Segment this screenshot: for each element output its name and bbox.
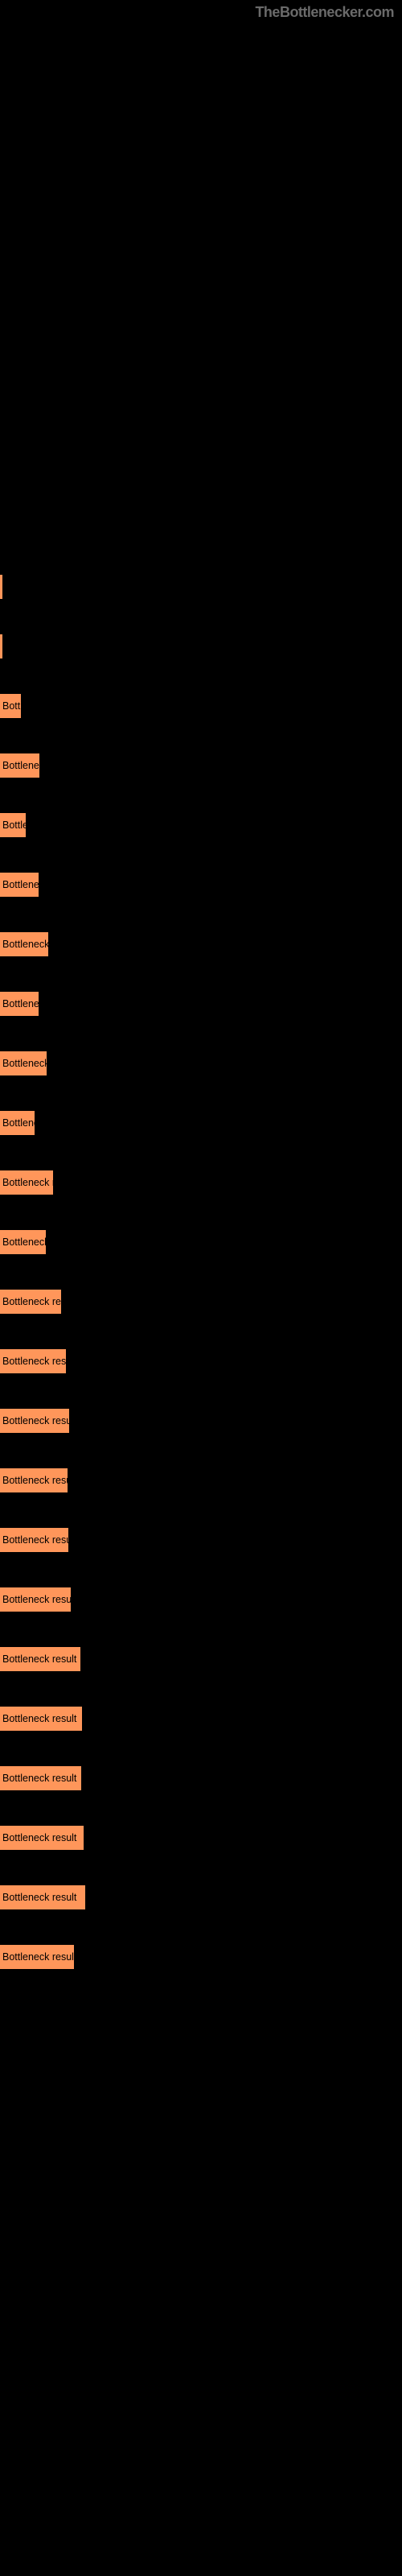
bar-row: Bottleneck result — [0, 1766, 402, 1790]
bar-row: Bottleneck result — [0, 1409, 402, 1433]
bar-row: Bottleneck result — [0, 932, 402, 956]
bar-row: Bottleneck result — [0, 1111, 402, 1135]
bar-label: Bottleneck result — [2, 998, 39, 1009]
bar: Bottleneck result — [0, 1230, 46, 1254]
bar: Bottleneck result — [0, 932, 48, 956]
bar: Bottleneck result — [0, 1528, 68, 1552]
watermark: TheBottlenecker.com — [255, 4, 394, 21]
bar: Bottleneck result — [0, 694, 21, 718]
bar-label: Bottleneck result — [2, 1534, 68, 1546]
bar-label: Bottleneck result — [2, 1951, 74, 1963]
bar: Bottleneck result — [0, 753, 39, 778]
bar-row: Bottleneck result — [0, 813, 402, 837]
bar-row: Bottleneck result — [0, 1647, 402, 1671]
bar-label: Bottleneck result — [2, 939, 48, 950]
bar-row: Bottleneck result — [0, 1051, 402, 1075]
bar-label: Bottleneck result — [2, 1594, 71, 1605]
bar-label: Bottleneck result — [2, 819, 26, 831]
bar-row: Bottleneck result — [0, 1826, 402, 1850]
bar: Bottleneck result — [0, 1468, 68, 1492]
bar: Bottleneck result — [0, 575, 2, 599]
bar-label: Bottleneck result — [2, 1415, 69, 1426]
bar-row: Bottleneck result — [0, 1170, 402, 1195]
bar-label: Bottleneck result — [2, 760, 39, 771]
bar-label: Bottleneck result — [2, 700, 21, 712]
bar-row: Bottleneck result — [0, 1349, 402, 1373]
bar-label: Bottleneck result — [2, 1236, 46, 1248]
bar-label: Bottleneck result — [2, 1296, 61, 1307]
bar: Bottleneck result — [0, 1111, 35, 1135]
bar: Bottleneck result — [0, 1766, 81, 1790]
bar: Bottleneck result — [0, 1349, 66, 1373]
bar-label: Bottleneck result — [2, 1653, 76, 1665]
bar: Bottleneck result — [0, 1707, 82, 1731]
bar: Bottleneck result — [0, 1587, 71, 1612]
bar: Bottleneck result — [0, 634, 2, 658]
bar: Bottleneck result — [0, 1826, 84, 1850]
bar: Bottleneck result — [0, 1290, 61, 1314]
bar-row: Bottleneck result — [0, 1230, 402, 1254]
bar: Bottleneck result — [0, 1051, 47, 1075]
bar-row: Bottleneck result — [0, 1945, 402, 1969]
bar-row: Bottleneck result — [0, 575, 402, 599]
bar-row: Bottleneck result — [0, 1707, 402, 1731]
bar-label: Bottleneck result — [2, 1475, 68, 1486]
bar-chart: Bottleneck result Bottleneck result Bottle… — [0, 575, 402, 2004]
bar-label: Bottleneck result — [2, 1832, 76, 1843]
bar: Bottleneck result — [0, 1409, 69, 1433]
bar: Bottleneck result — [0, 992, 39, 1016]
bar-label: Bottleneck result — [2, 1773, 76, 1784]
bar-label: Bottleneck result — [2, 1892, 76, 1903]
bar: Bottleneck result — [0, 1647, 80, 1671]
bar-row: Bottleneck result — [0, 873, 402, 897]
bar: Bottleneck result — [0, 1885, 85, 1909]
bar-label: Bottleneck result — [2, 1058, 47, 1069]
bar-row: Bottleneck result — [0, 1290, 402, 1314]
bar-row: Bottleneck result — [0, 992, 402, 1016]
bar-row: Bottleneck result — [0, 1587, 402, 1612]
bar: Bottleneck result — [0, 873, 39, 897]
bar-label: Bottleneck result — [2, 879, 39, 890]
bar: Bottleneck result — [0, 1170, 53, 1195]
bar-row: Bottleneck result — [0, 1885, 402, 1909]
bar-label: Bottleneck result — [2, 1177, 53, 1188]
bar-label: Bottleneck result — [2, 1713, 76, 1724]
bar: Bottleneck result — [0, 813, 26, 837]
bar-row: Bottleneck result — [0, 694, 402, 718]
bar-row: Bottleneck result — [0, 634, 402, 658]
bar-label: Bottleneck result — [2, 1117, 35, 1129]
bar-label: Bottleneck result — [2, 1356, 66, 1367]
bar-row: Bottleneck result — [0, 753, 402, 778]
bar-row: Bottleneck result — [0, 1528, 402, 1552]
bar-row: Bottleneck result — [0, 1468, 402, 1492]
bar: Bottleneck result — [0, 1945, 74, 1969]
